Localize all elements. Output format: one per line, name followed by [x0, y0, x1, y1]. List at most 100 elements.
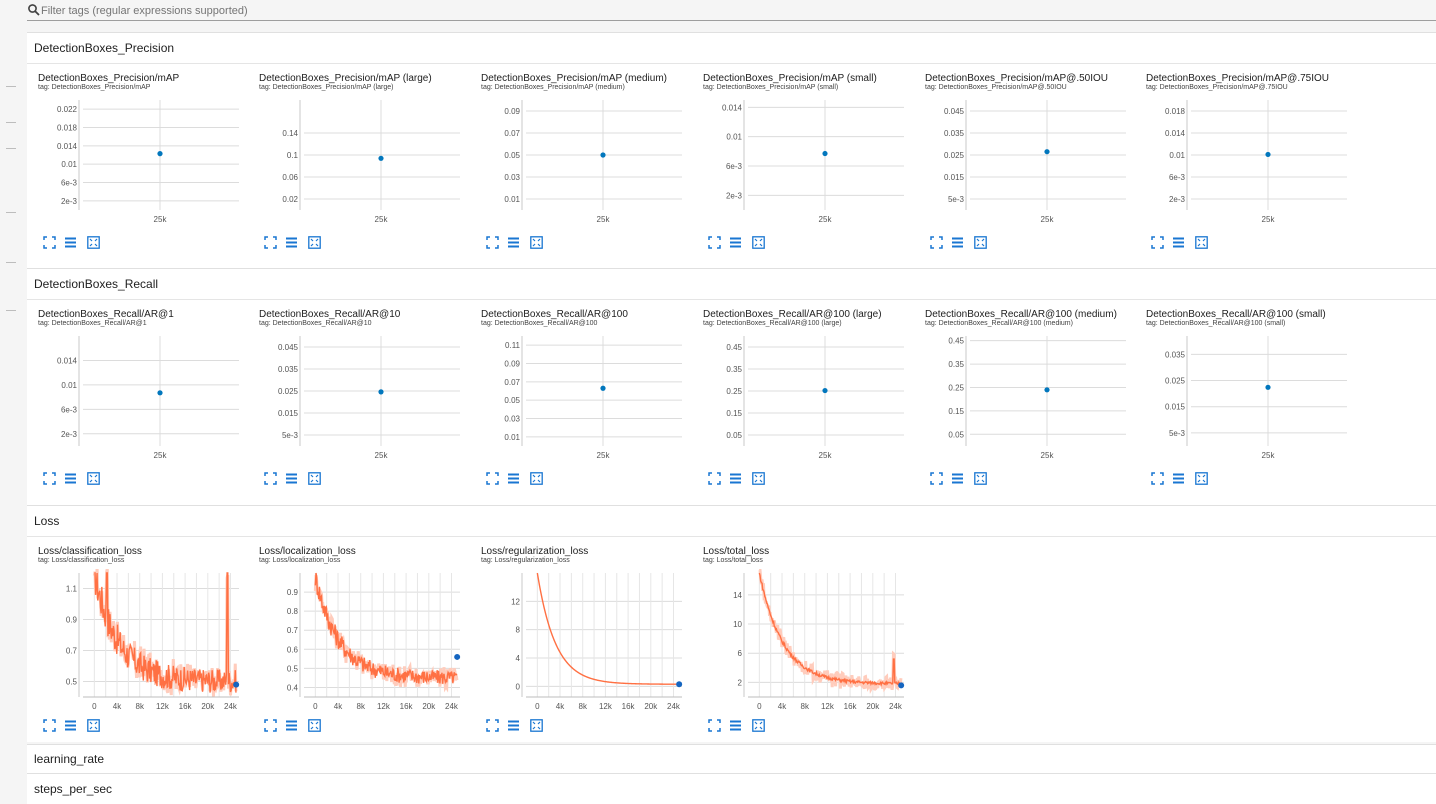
category-loss: Loss Loss/classification_loss tag: Loss/c… [27, 505, 1436, 742]
y-tick-label: 0.35 [726, 365, 742, 374]
data-table-icon[interactable] [285, 236, 298, 249]
data-point [822, 150, 828, 157]
data-table-icon[interactable] [951, 236, 964, 249]
data-table-icon[interactable] [64, 472, 77, 485]
chart-card: Loss/classification_loss tag: Loss/classi… [27, 537, 242, 737]
chart-plot[interactable]: 0.014 0.01 6e-3 2e-3 25k [692, 96, 907, 226]
data-table-icon[interactable] [729, 719, 742, 732]
expand-icon[interactable] [930, 472, 943, 485]
x-tick-label: 12k [821, 702, 835, 711]
y-tick-label: 0.15 [726, 409, 742, 418]
chart-tag: tag: DetectionBoxes_Recall/AR@100 [481, 320, 598, 327]
chart-title: DetectionBoxes_Precision/mAP (small) [703, 73, 877, 84]
category-header[interactable]: steps_per_sec [34, 782, 113, 796]
y-tick-label: 2e-3 [61, 197, 78, 206]
y-tick-label: 0.05 [948, 430, 964, 439]
x-tick-label: 20k [201, 702, 215, 711]
data-table-icon[interactable] [507, 236, 520, 249]
y-tick-label: 0.05 [726, 431, 742, 440]
tag-filter-input[interactable] [41, 2, 1431, 19]
category-header[interactable]: DetectionBoxes_Recall [27, 269, 1436, 300]
data-point [1265, 151, 1271, 158]
chart-plot[interactable]: 0.045 0.035 0.025 0.015 5e-3 25k [248, 332, 463, 462]
chart-tag: tag: DetectionBoxes_Recall/AR@100 (small… [1146, 320, 1286, 327]
chart-plot[interactable]: 0.09 0.07 0.05 0.03 0.01 25k [470, 96, 685, 226]
chart-title: DetectionBoxes_Recall/AR@100 (small) [1146, 309, 1326, 320]
chart-plot[interactable]: 1.1 0.9 0.7 0.5 0 4k 8k 12k 16k 20k 24k [27, 569, 242, 714]
y-tick-label: 0.09 [504, 360, 520, 369]
data-point [157, 390, 163, 396]
tag-filter-bar [27, 2, 1436, 21]
y-tick-label: 0.025 [278, 387, 299, 396]
expand-icon[interactable] [264, 472, 277, 485]
data-table-icon[interactable] [729, 472, 742, 485]
expand-icon[interactable] [708, 236, 721, 249]
category-header[interactable]: learning_rate [34, 752, 105, 766]
fit-domain-icon[interactable] [752, 472, 765, 485]
data-table-icon[interactable] [1172, 472, 1185, 485]
fit-domain-icon[interactable] [87, 719, 100, 732]
x-tick-label: 25k [1262, 215, 1276, 224]
fit-domain-icon[interactable] [1195, 472, 1208, 485]
expand-icon[interactable] [43, 236, 56, 249]
chart-plot[interactable]: 0.45 0.35 0.25 0.15 0.05 25k [692, 332, 907, 462]
chart-plot[interactable]: 12 8 4 0 0 4k 8k 12k 16k 20k 24k [470, 569, 685, 714]
fit-domain-icon[interactable] [752, 719, 765, 732]
expand-icon[interactable] [1151, 236, 1164, 249]
chart-plot[interactable]: 0.9 0.8 0.7 0.6 0.5 0.4 0 4k 8k 12k 16k 20k 24k [248, 569, 463, 714]
chart-plot[interactable]: 0.035 0.025 0.015 5e-3 25k [1135, 332, 1350, 462]
fit-domain-icon[interactable] [530, 236, 543, 249]
fit-domain-icon[interactable] [308, 236, 321, 249]
data-table-icon[interactable] [729, 236, 742, 249]
data-table-icon[interactable] [951, 472, 964, 485]
fit-domain-icon[interactable] [974, 472, 987, 485]
fit-domain-icon[interactable] [308, 719, 321, 732]
expand-icon[interactable] [708, 719, 721, 732]
y-tick-label: 0.01 [61, 381, 77, 390]
data-point [1265, 384, 1271, 390]
expand-icon[interactable] [486, 236, 499, 249]
fit-domain-icon[interactable] [752, 236, 765, 249]
fit-domain-icon[interactable] [530, 719, 543, 732]
x-tick-label: 0 [313, 702, 318, 711]
fit-domain-icon[interactable] [87, 472, 100, 485]
y-tick-label: 0.25 [726, 387, 742, 396]
data-table-icon[interactable] [64, 719, 77, 732]
data-table-icon[interactable] [507, 472, 520, 485]
data-table-icon[interactable] [285, 719, 298, 732]
fit-domain-icon[interactable] [1195, 236, 1208, 249]
expand-icon[interactable] [1151, 472, 1164, 485]
expand-icon[interactable] [486, 719, 499, 732]
expand-icon[interactable] [264, 719, 277, 732]
fit-domain-icon[interactable] [974, 236, 987, 249]
y-tick-label: 0.15 [948, 407, 964, 416]
fit-domain-icon[interactable] [87, 236, 100, 249]
chart-plot[interactable]: 0.11 0.09 0.07 0.05 0.03 0.01 25k [470, 332, 685, 462]
left-sidebar-edge [0, 0, 22, 804]
expand-icon[interactable] [708, 472, 721, 485]
chart-plot[interactable]: 0.018 0.014 0.01 6e-3 2e-3 25k [1135, 96, 1350, 226]
data-table-icon[interactable] [285, 472, 298, 485]
chart-plot[interactable]: 0.14 0.1 0.06 0.02 25k [248, 96, 463, 226]
expand-icon[interactable] [486, 472, 499, 485]
fit-domain-icon[interactable] [308, 472, 321, 485]
chart-plot[interactable]: 14 10 6 2 0 4k 8k 12k 16k 20k 24k [692, 569, 907, 714]
chart-plot[interactable]: 0.022 0.018 0.014 0.01 6e-3 2e-3 25k [27, 96, 242, 226]
chart-plot[interactable]: 0.045 0.035 0.025 0.015 5e-3 25k [914, 96, 1129, 226]
expand-icon[interactable] [43, 472, 56, 485]
y-tick-label: 14 [733, 591, 742, 600]
expand-icon[interactable] [43, 719, 56, 732]
chart-title: Loss/regularization_loss [481, 546, 589, 557]
y-tick-label: 0.025 [944, 151, 965, 160]
series-line [314, 572, 458, 685]
expand-icon[interactable] [264, 236, 277, 249]
data-table-icon[interactable] [64, 236, 77, 249]
category-header[interactable]: DetectionBoxes_Precision [27, 33, 1436, 64]
expand-icon[interactable] [930, 236, 943, 249]
category-header[interactable]: Loss [27, 506, 1436, 537]
chart-plot[interactable]: 0.45 0.35 0.25 0.15 0.05 25k [914, 332, 1129, 462]
data-table-icon[interactable] [1172, 236, 1185, 249]
chart-plot[interactable]: 0.014 0.01 6e-3 2e-3 25k [27, 332, 242, 462]
fit-domain-icon[interactable] [530, 472, 543, 485]
data-table-icon[interactable] [507, 719, 520, 732]
